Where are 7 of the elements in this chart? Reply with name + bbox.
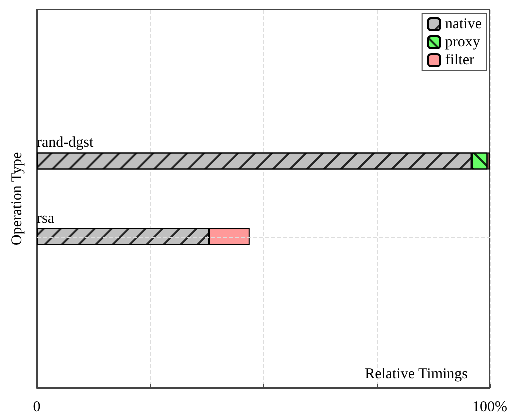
legend-label: filter — [445, 52, 475, 68]
x-tick-label: 0 — [33, 400, 41, 415]
legend-label: proxy — [445, 34, 481, 50]
y-axis-title: Operation Type — [10, 152, 26, 246]
legend-label: native — [445, 16, 482, 32]
x-tick-label: 100% — [472, 400, 508, 415]
x-axis-title: Relative Timings — [365, 366, 468, 382]
